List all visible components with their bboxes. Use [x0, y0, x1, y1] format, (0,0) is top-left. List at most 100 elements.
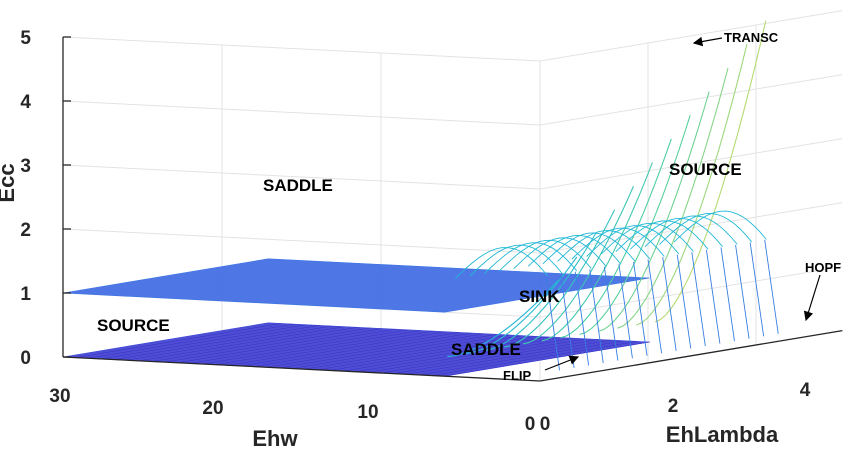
annotation-hopf: HOPF — [803, 260, 841, 322]
mesh-line — [75, 323, 281, 358]
y-tick-label: 2 — [668, 396, 679, 417]
mesh-line — [330, 335, 536, 371]
source-dome-curve — [484, 242, 578, 274]
annotation-flip: FLIP — [503, 355, 580, 383]
hopf-curtain — [647, 259, 663, 354]
z-tick-label: 4 — [20, 92, 31, 113]
source-dome-curve — [659, 213, 753, 245]
grid-line-z — [62, 202, 843, 254]
mesh-line — [342, 336, 549, 372]
hopf-curtain — [720, 247, 735, 342]
z-tick-label: 1 — [20, 284, 31, 305]
source-dome-curve — [571, 227, 665, 260]
region-label-source-lower: SOURCE — [97, 316, 170, 335]
source-dome-curve — [455, 247, 548, 279]
z-tick-label: 0 — [20, 348, 31, 369]
x-axis-label: Ehw — [252, 426, 298, 451]
mesh-line — [380, 338, 587, 374]
mesh-line — [241, 331, 447, 367]
y-tick-label: 4 — [800, 380, 811, 401]
mesh-line — [177, 328, 383, 364]
transc-curve — [503, 209, 616, 348]
source-dome-curve — [542, 232, 636, 265]
mesh-line — [139, 326, 345, 362]
grid-lines — [62, 10, 843, 382]
flip-arrow — [544, 355, 580, 371]
transc-curve — [579, 115, 691, 336]
source-dome-curve — [527, 234, 621, 267]
transc-curve — [617, 67, 729, 329]
grid-line-z — [62, 74, 843, 126]
mesh-line — [101, 324, 307, 360]
hopf-curtain — [633, 261, 648, 356]
mesh-line — [431, 341, 638, 376]
mesh-line — [228, 330, 434, 366]
z-ticks: 0 1 2 3 4 5 — [20, 28, 31, 369]
transc-curve — [541, 162, 653, 342]
source-dome-curve — [600, 222, 694, 255]
mesh-line — [393, 339, 599, 374]
x-tick-label: 20 — [202, 398, 223, 419]
hopf-curtain — [618, 264, 633, 359]
mesh-line — [215, 330, 421, 365]
mesh-line — [113, 325, 320, 360]
mesh-line — [164, 327, 371, 363]
z-tick-label: 5 — [20, 28, 31, 49]
source-dome-curve — [673, 210, 767, 243]
hopf-curtain — [603, 266, 619, 361]
mesh-line — [406, 339, 612, 375]
transc-curve — [598, 91, 710, 332]
mesh-line — [88, 323, 294, 359]
flip-label: FLIP — [503, 368, 531, 383]
axes — [62, 36, 843, 382]
hopf-curtain — [749, 242, 765, 337]
hopf-curtain — [735, 244, 750, 339]
x-tick-label: 0 — [525, 414, 536, 435]
hopf-arrow — [803, 274, 821, 322]
transc-curve — [447, 280, 559, 358]
hopf-curtain — [545, 276, 560, 371]
mesh-line — [266, 332, 472, 368]
surface-mesh — [62, 20, 779, 377]
hopf-curtain — [691, 252, 706, 347]
z-tick-label: 3 — [20, 156, 31, 177]
mesh-line — [151, 327, 358, 362]
hopf-curtain — [589, 269, 604, 364]
annotation-transc: TRANSC — [692, 30, 779, 47]
hopf-curtain — [764, 240, 779, 334]
y-ticks: 0 2 4 — [540, 380, 811, 435]
hopf-curtain — [560, 274, 575, 368]
x-ticks: 30 20 10 0 — [49, 386, 535, 435]
mesh-line — [190, 328, 396, 364]
hopf-curtain — [662, 257, 677, 351]
region-label-saddle-lower: SADDLE — [451, 340, 521, 359]
y-axis-line — [539, 329, 843, 382]
y-axis-label: EhLambda — [666, 422, 779, 447]
transc-curve — [560, 138, 672, 339]
source-dome-curve — [615, 220, 709, 253]
source-dome-curve — [644, 215, 738, 248]
mesh-line — [253, 332, 460, 367]
transc-curve — [485, 233, 597, 351]
hopf-curtain — [574, 271, 590, 366]
transc-curve — [636, 44, 748, 326]
surface-sheet-high — [62, 258, 650, 313]
hopf-curtain — [705, 249, 721, 344]
mesh-line — [291, 334, 498, 369]
mesh-line — [419, 340, 625, 376]
source-dome-curve — [586, 225, 680, 257]
x-axis-line — [62, 356, 541, 382]
x-tick-label: 30 — [49, 386, 70, 407]
mesh-line — [368, 337, 574, 373]
region-label-saddle-upper: SADDLE — [263, 176, 333, 195]
mesh-line — [279, 333, 485, 369]
x-tick-label: 10 — [357, 402, 378, 423]
z-tick-label: 2 — [20, 220, 31, 241]
region-label-sink: SINK — [519, 287, 560, 306]
region-label-source-upper: SOURCE — [669, 160, 742, 179]
mesh-line — [202, 329, 409, 365]
hopf-label: HOPF — [805, 260, 841, 275]
y-tick-label: 0 — [540, 414, 551, 435]
source-dome-curve — [469, 244, 563, 277]
